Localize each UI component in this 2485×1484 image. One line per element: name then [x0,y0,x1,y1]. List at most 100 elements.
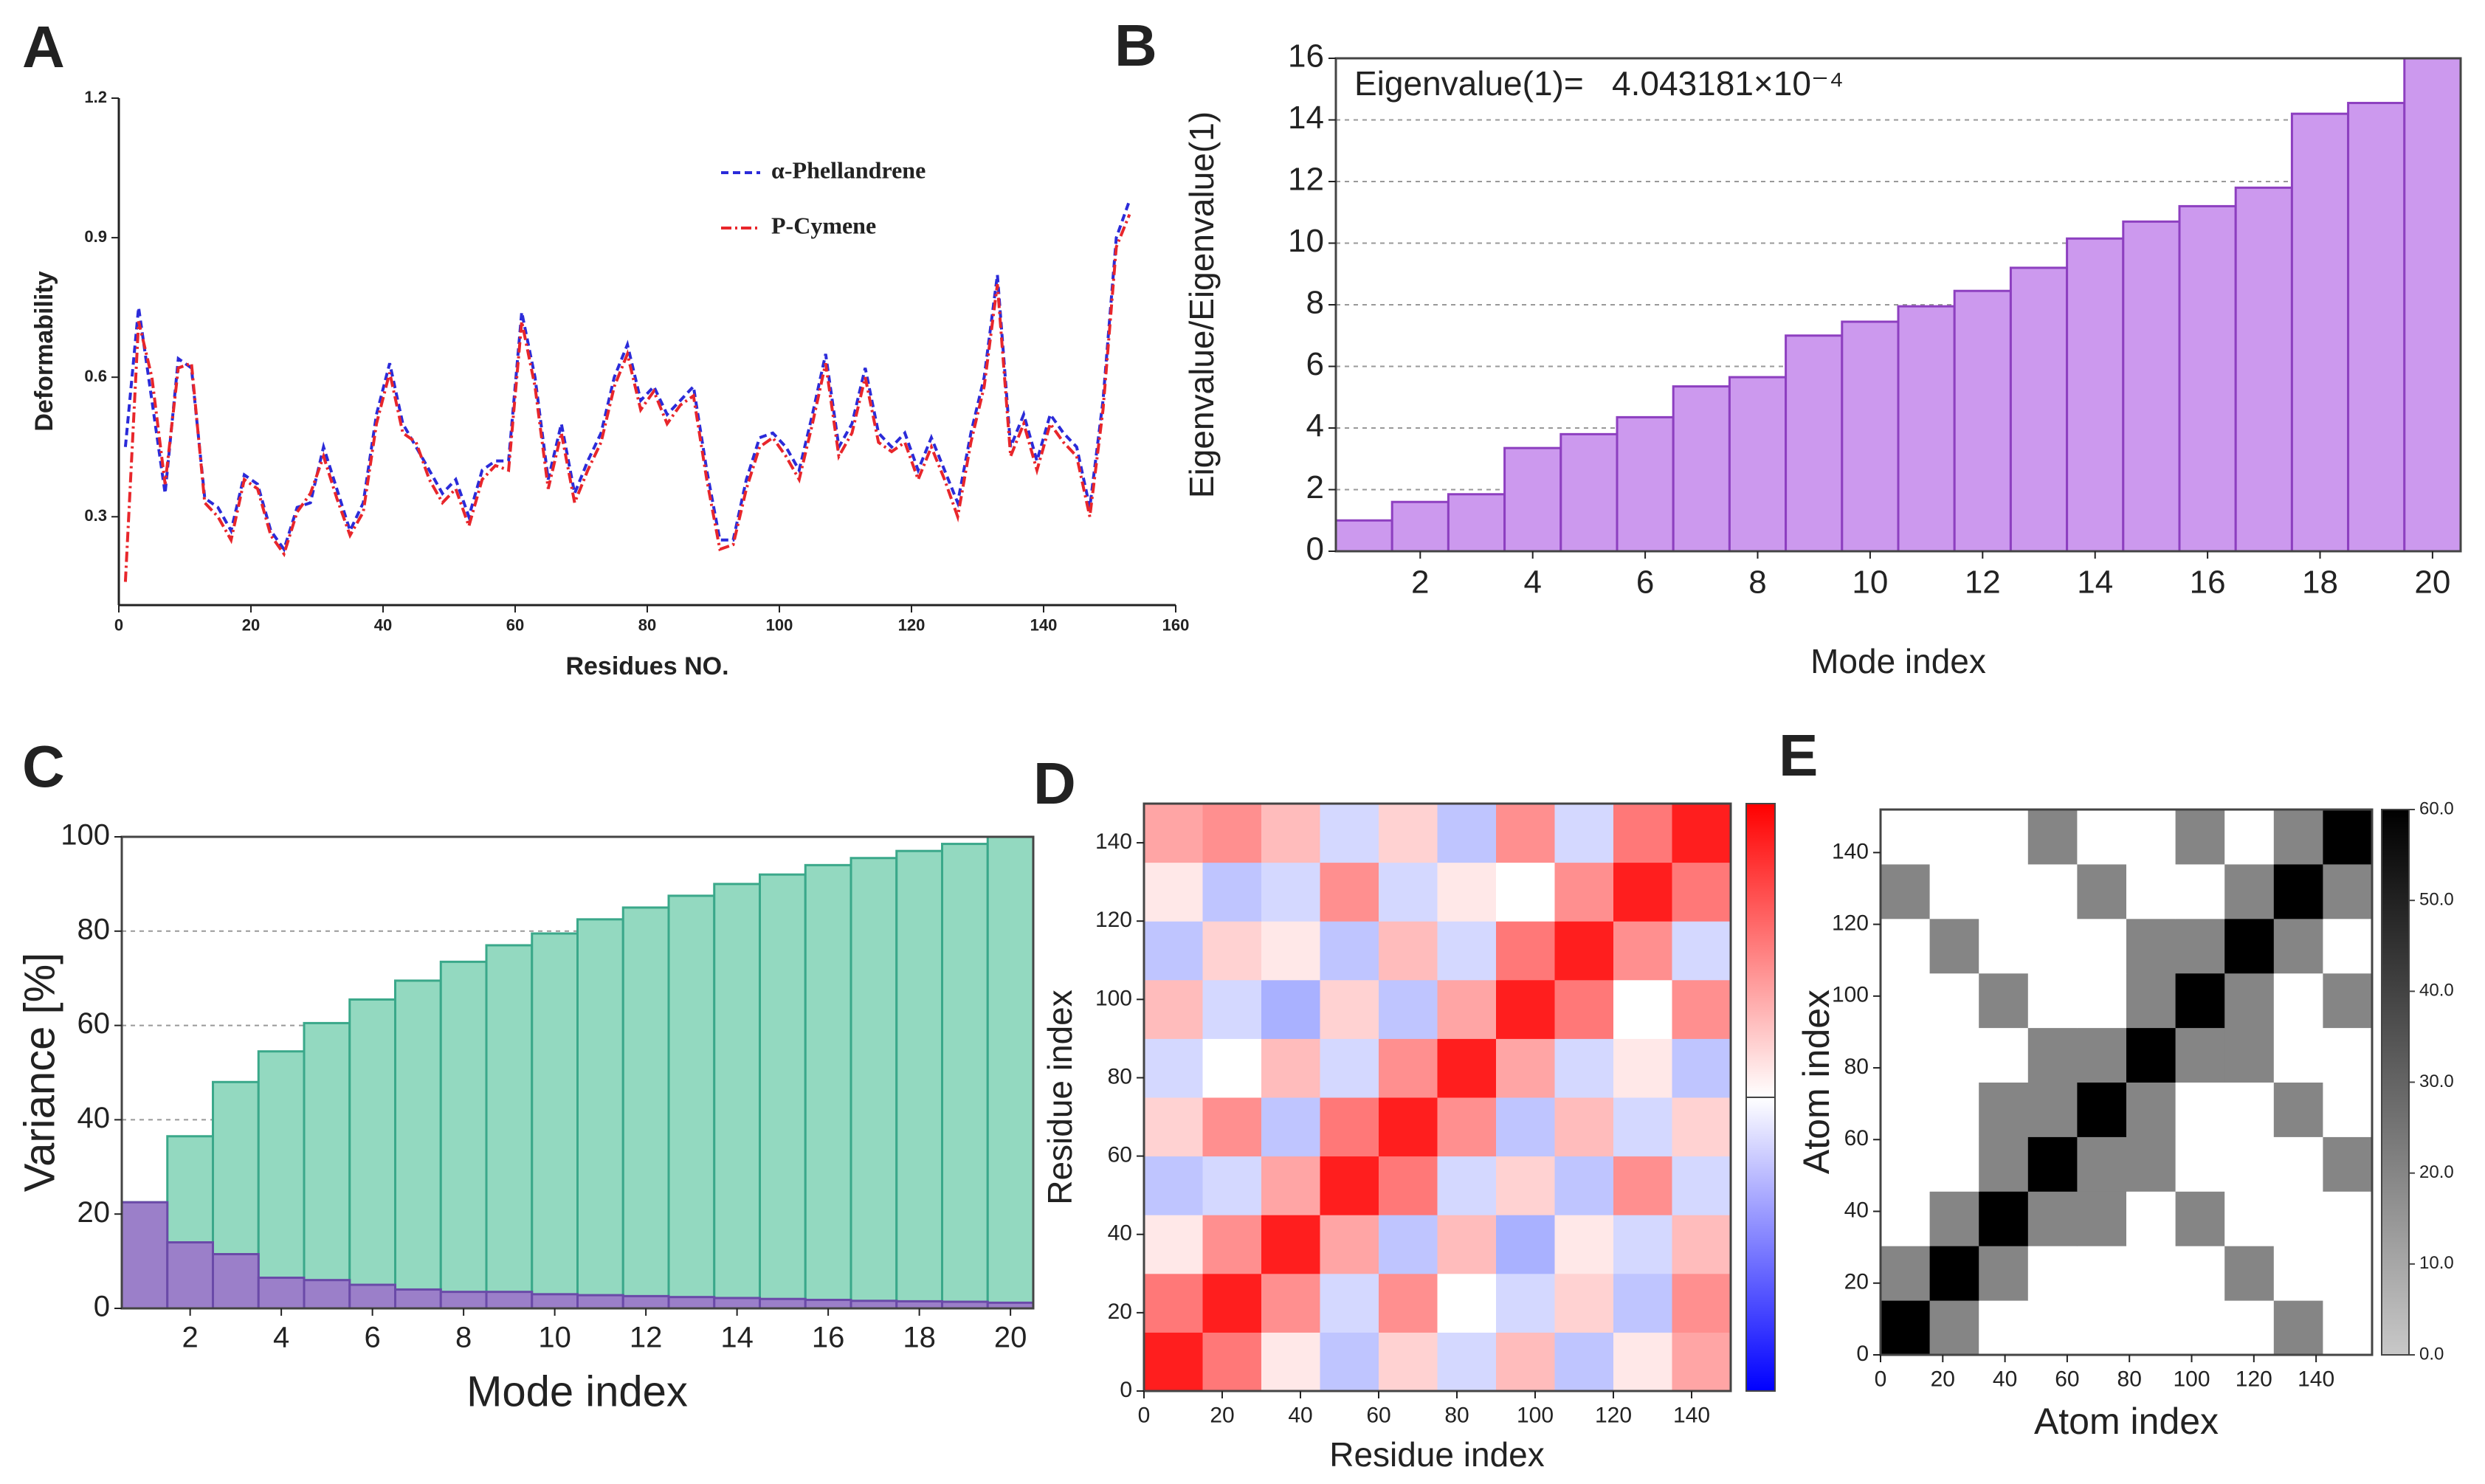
heat-cell [1320,862,1379,922]
y-tick-label: 100 [1095,986,1132,1010]
colorbar-tick-label: 30.0 [2419,1071,2454,1091]
y-tick-label: 80 [1844,1055,1869,1079]
heat-cell [2323,863,2373,919]
heat-cell [2077,1082,2127,1137]
heat-cell [1320,921,1379,981]
bar [1390,500,1450,553]
heat-cell [1320,1273,1379,1333]
heat-cell [1320,1215,1379,1274]
heat-cell [2273,1082,2323,1137]
heat-cell [2273,810,2323,865]
heat-cell [1496,804,1555,863]
heat-cell [2273,973,2323,1029]
panel: C 2 4 6 8 10 12 14 16 18 20 0 20 40 60 80 100 Mode index V… [15,734,1035,1415]
heat-cell [2224,1246,2275,1301]
colorbar-tick-label: 10.0 [2419,1253,2454,1273]
bar [257,1050,306,1310]
heat-cell [2224,918,2275,974]
heat-cell [2323,918,2373,974]
x-tick-label: 2 [182,1322,199,1354]
x-tick-label: 120 [898,615,926,634]
heat-cell [1144,804,1203,863]
heat-cell [1881,1082,1931,1137]
x-tick-label: 80 [638,615,656,634]
x-tick-label: 10 [538,1322,571,1354]
heat-cell [1202,1332,1262,1392]
bar [2234,186,2293,553]
y-tick-label: 1.2 [84,88,107,106]
y-tick-label: 0.9 [84,227,107,246]
heat-cell [1929,1082,1979,1137]
x-tick-label: 12 [630,1322,663,1354]
heat-cell [1379,1038,1438,1098]
bar [1559,432,1619,553]
heat-cell [1613,979,1672,1039]
x-axis-label: Mode index [1810,642,1986,680]
bar [1616,415,1675,553]
bar [2066,237,2125,553]
bar [713,883,761,1310]
heat-cell [1613,1097,1672,1157]
heat-cell [1202,1156,1262,1215]
y-tick-label: 2 [1306,469,1324,505]
y-tick-label: 4 [1306,408,1324,444]
heat-cell [2224,863,2275,919]
heat-cell [1613,862,1672,922]
y-tick-label: 80 [77,913,111,945]
heat-cell [1672,1273,1731,1333]
y-tick-label: 60 [1844,1126,1869,1150]
heat-cell [1881,1300,1931,1356]
heat-cell [2224,973,2275,1029]
heat-cell [1979,1136,2029,1192]
heat-cell [2224,1082,2275,1137]
heat-cell [2175,1136,2225,1192]
heat-cell [1554,804,1614,863]
bar [212,1253,260,1310]
heat-cell [1379,1215,1438,1274]
x-tick-label: 4 [273,1322,289,1354]
heat-cell [1261,1156,1320,1215]
heat-cell [2175,918,2225,974]
x-tick-label: 6 [365,1322,381,1354]
heat-cell [1261,1097,1320,1157]
heat-cell [1437,862,1497,922]
heat-cell [1202,804,1262,863]
heat-cell [2224,1300,2275,1356]
heat-cell [2175,1246,2225,1301]
x-tick-label: 16 [812,1322,845,1354]
bar [485,944,534,1310]
heat-cell [1202,1273,1262,1333]
bar [713,1297,761,1310]
heat-cell [1144,1097,1203,1157]
heat-cell [1554,1097,1614,1157]
x-tick-label: 60 [2055,1367,2079,1391]
colorbar-tick-label: 20.0 [2419,1162,2454,1182]
heat-cell [2323,1136,2373,1192]
heat-cell [2027,1191,2078,1246]
data-line [123,200,1131,553]
y-tick-label: 14 [1288,100,1324,136]
plot-frame [1879,808,2374,1356]
colorbar-tick-label: 50.0 [2419,890,2454,910]
x-tick-label: 100 [1517,1403,1554,1427]
x-tick-label: 140 [1673,1403,1710,1427]
bar [1672,385,1731,553]
heat-cell [2126,810,2176,865]
heat-cell [2323,1191,2373,1246]
x-tick-label: 18 [2302,565,2338,601]
x-tick-label: 120 [2236,1367,2272,1391]
panel-letter: A [22,14,65,80]
heat-cell [2126,1136,2176,1192]
heat-cell [1437,921,1497,981]
bar [576,1294,624,1310]
x-tick-label: 4 [1523,565,1541,601]
heat-cell [2224,1027,2275,1083]
heat-cell [2027,1246,2078,1301]
x-tick-label: 120 [1595,1403,1632,1427]
heat-cell [1929,1300,1979,1356]
y-tick-label: 0 [1856,1342,1869,1366]
bar [439,960,488,1310]
bar [804,863,852,1310]
bar [1503,446,1562,553]
